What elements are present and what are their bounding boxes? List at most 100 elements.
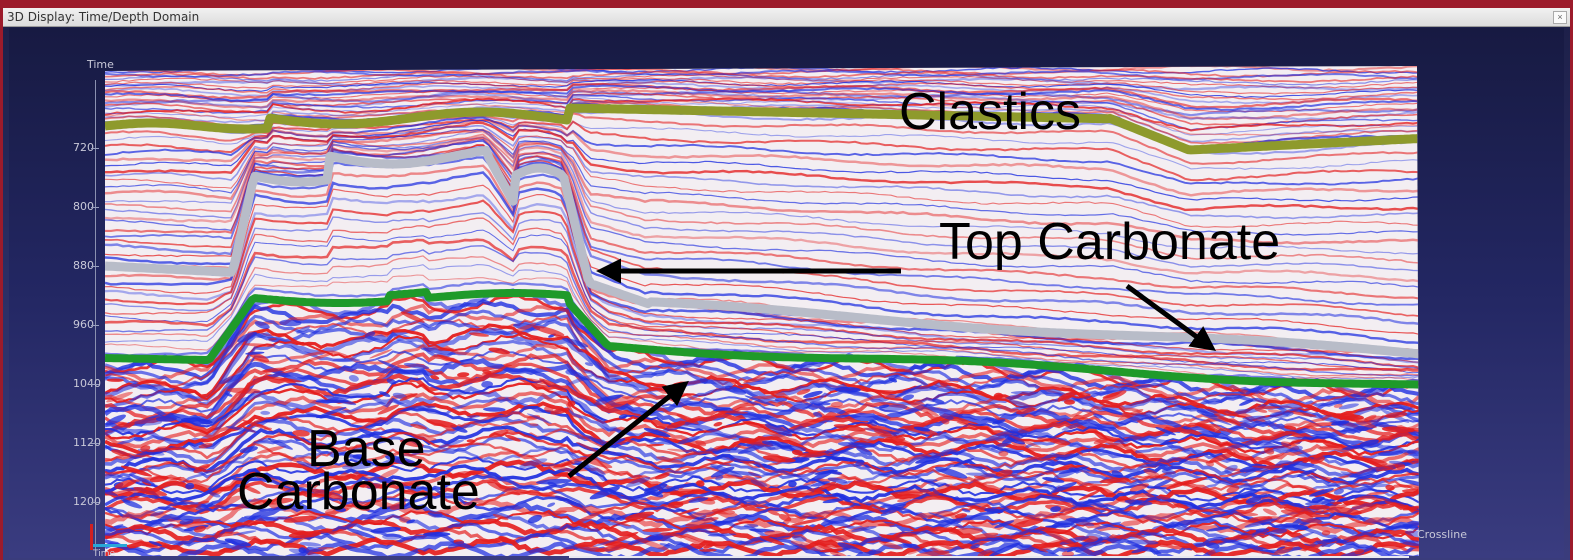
noise-blob: [1224, 464, 1238, 473]
3d-viewport[interactable]: Time 720 800 880 960 1040 1120 1200 Crossline …: [9, 28, 1564, 558]
noise-blob: [827, 477, 848, 484]
noise-blob: [993, 392, 1004, 400]
noise-blob: [296, 460, 320, 470]
noise-blob: [180, 417, 213, 425]
noise-blob: [1404, 530, 1419, 540]
noise-blob: [1244, 518, 1278, 528]
noise-blob: [791, 535, 807, 542]
noise-blob: [1099, 477, 1130, 484]
seismic-section[interactable]: [9, 28, 1564, 558]
noise-blob: [348, 375, 359, 382]
noise-blob: [1254, 408, 1268, 413]
reflector: [105, 536, 1419, 556]
noise-blob: [1333, 488, 1344, 495]
noise-blob: [1263, 447, 1275, 455]
noise-blob: [155, 416, 177, 422]
noise-blob: [318, 546, 335, 550]
noise-blob: [1045, 525, 1071, 528]
noise-blob: [1304, 500, 1332, 506]
noise-blob: [500, 420, 530, 426]
noise-blob: [341, 463, 375, 470]
bottom-time-label: Time: [93, 549, 116, 558]
noise-blob: [1363, 414, 1377, 422]
noise-blob: [607, 519, 632, 527]
noise-blob: [873, 429, 892, 437]
noise-blob: [105, 487, 119, 497]
noise-blob: [134, 419, 162, 426]
noise-blob: [738, 437, 774, 447]
noise-blob: [1269, 411, 1294, 418]
noise-blob: [193, 463, 211, 474]
noise-blob: [1013, 518, 1044, 528]
noise-blob: [382, 533, 402, 540]
scroll-strip[interactable]: [569, 556, 1409, 558]
noise-blob: [644, 483, 668, 494]
noise-blob: [219, 373, 245, 384]
noise-blob: [243, 515, 279, 522]
noise-blob: [1154, 475, 1178, 482]
noise-blob: [466, 439, 476, 443]
noise-blob: [592, 539, 619, 547]
noise-blob: [1290, 439, 1301, 446]
time-tick: [91, 384, 99, 385]
top-carbonate-arrow-2: [1125, 283, 1217, 351]
noise-blob: [1093, 413, 1103, 419]
noise-blob: [1052, 465, 1082, 471]
noise-blob: [624, 511, 655, 521]
noise-blob: [1292, 524, 1309, 530]
noise-blob: [1297, 457, 1313, 462]
reflector: [105, 121, 1419, 212]
noise-blob: [1377, 450, 1404, 456]
noise-blob: [767, 510, 780, 516]
noise-blob: [128, 474, 155, 485]
noise-blob: [1402, 505, 1419, 511]
reflector: [105, 367, 1419, 448]
noise-blob: [716, 454, 750, 462]
noise-blob: [567, 400, 576, 407]
noise-blob: [536, 478, 572, 485]
noise-blob: [1319, 444, 1343, 449]
noise-blob: [889, 491, 924, 496]
noise-blob: [399, 439, 424, 448]
noise-blob: [762, 455, 796, 463]
reflector: [105, 74, 1419, 89]
noise-blob: [1226, 485, 1240, 494]
noise-blob: [423, 531, 451, 537]
close-icon[interactable]: ×: [1553, 11, 1567, 24]
noise-blob: [315, 399, 349, 404]
noise-blob: [256, 445, 287, 454]
time-tick: [91, 207, 99, 208]
reflector: [105, 119, 1419, 197]
noise-blob: [961, 508, 971, 513]
seismic-noise: [105, 311, 1419, 556]
noise-blob: [1076, 395, 1093, 401]
noise-blob: [713, 421, 723, 427]
noise-blob: [699, 548, 717, 552]
noise-blob: [1231, 489, 1259, 500]
noise-blob: [140, 445, 151, 452]
noise-blob: [1388, 460, 1406, 465]
noise-blob: [1061, 421, 1088, 431]
noise-blob: [1155, 426, 1176, 436]
noise-blob: [105, 414, 126, 426]
noise-blob: [654, 473, 670, 480]
noise-blob: [519, 458, 548, 469]
noise-blob: [1359, 439, 1379, 447]
reflector: [105, 114, 1419, 170]
noise-blob: [547, 481, 558, 487]
noise-blob: [384, 455, 419, 467]
noise-blob: [1354, 548, 1365, 555]
noise-blob: [1375, 463, 1399, 472]
noise-blob: [764, 530, 787, 537]
noise-blob: [406, 405, 436, 410]
axis-gizmo-x: [93, 544, 127, 547]
noise-blob: [1308, 488, 1334, 497]
noise-blob: [179, 518, 194, 525]
time-tick-label: 1120: [73, 436, 101, 449]
noise-blob: [457, 372, 470, 377]
noise-blob: [377, 359, 411, 375]
noise-blob: [396, 479, 426, 487]
noise-blob: [676, 414, 699, 425]
noise-blob: [427, 510, 443, 518]
noise-blob: [1093, 521, 1122, 530]
